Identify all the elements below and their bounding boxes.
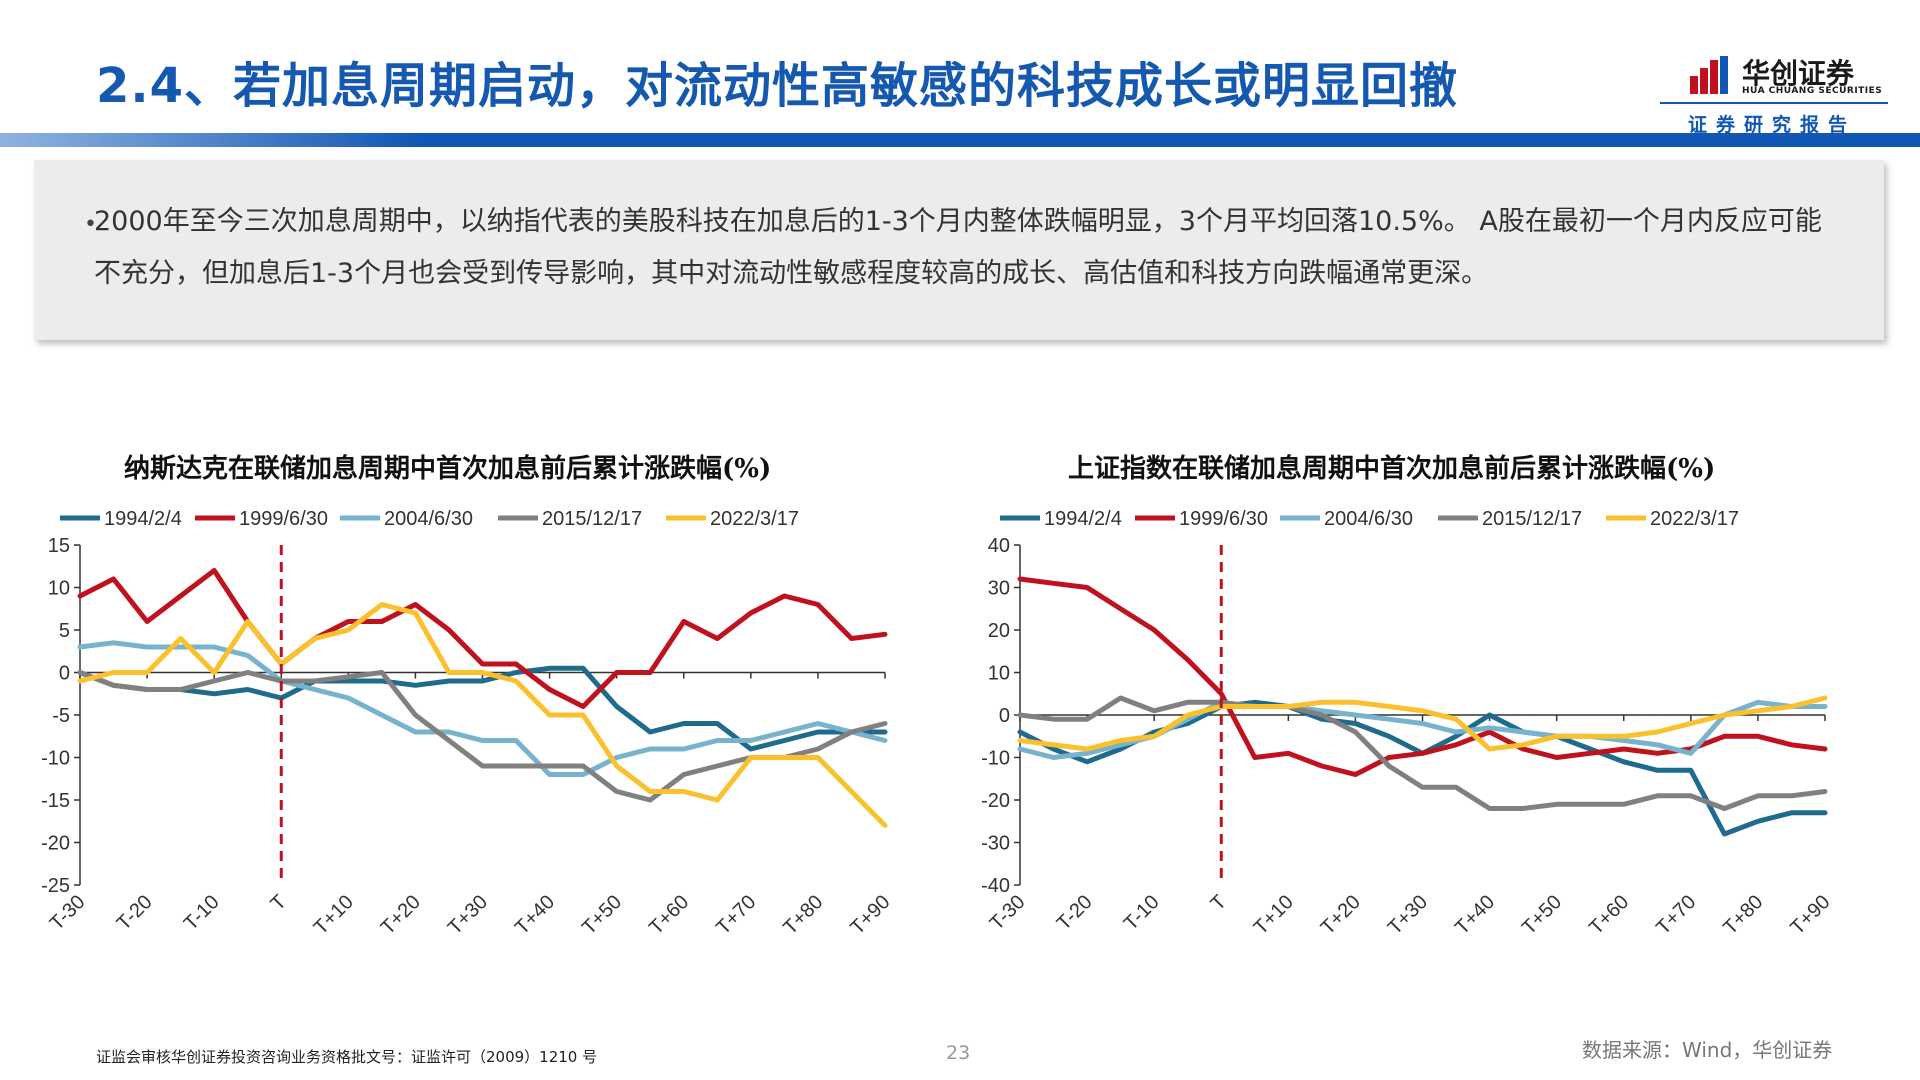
- x-tick-label: T+80: [1719, 891, 1767, 939]
- x-tick-label: T+10: [310, 891, 358, 939]
- legend-label-2022/3/17: 2022/3/17: [710, 508, 799, 530]
- series-line-1999/6/30: [77, 568, 888, 709]
- chart-sse: 1994/2/4 1999/6/30 2004/6/30 2015/12/17 2022…: [981, 508, 1834, 939]
- x-tick-label: T+80: [779, 891, 827, 939]
- x-tick-label: T+60: [1585, 891, 1633, 939]
- logo-mark-icon: [1690, 56, 1728, 94]
- brand-logo: 华创证券 HUA CHUANG SECURITIES: [1690, 52, 1882, 100]
- y-tick-label: -5: [52, 705, 70, 727]
- header-bar-gradient: [0, 133, 420, 147]
- y-tick-label: 30: [988, 578, 1010, 600]
- data-source: 数据来源：Wind，华创证券: [1582, 1038, 1833, 1062]
- y-tick-label: 40: [988, 535, 1010, 557]
- x-tick-label: T-30: [986, 891, 1030, 935]
- y-tick-label: 10: [988, 663, 1010, 685]
- page-title: 2.4、若加息周期启动，对流动性高敏感的科技成长或明显回撤: [96, 58, 1459, 114]
- y-tick-label: -40: [981, 875, 1010, 897]
- legend-label-1994/2/4: 1994/2/4: [1044, 508, 1122, 530]
- x-tick-label: T-10: [1120, 891, 1164, 935]
- y-tick-label: -20: [981, 790, 1010, 812]
- chart-title-nasdaq: 纳斯达克在联储加息周期中首次加息前后累计涨跌幅(%): [124, 454, 772, 484]
- logo-text-cn: 华创证券: [1742, 57, 1855, 90]
- series-line-1994/2/4: [77, 665, 888, 752]
- x-tick-label: T-20: [1053, 891, 1097, 935]
- series-line-2015/12/17: [1017, 695, 1828, 811]
- y-tick-label: -20: [41, 833, 70, 855]
- y-tick-label: 15: [48, 535, 70, 557]
- footer-license: 证监会审核华创证券投资咨询业务资格批文号：证监许可（2009）1210 号: [96, 1048, 598, 1066]
- x-tick-label: T+90: [1786, 891, 1834, 939]
- x-tick-label: T+50: [1518, 891, 1566, 939]
- chart-title-sse: 上证指数在联储加息周期中首次加息前后累计涨跌幅(%): [1068, 454, 1716, 484]
- summary-box: • 2000年至今三次加息周期中，以纳指代表的美股科技在加息后的1-3个月内整体…: [34, 160, 1884, 340]
- x-tick-label: T+60: [645, 891, 693, 939]
- legend-label-1999/6/30: 1999/6/30: [239, 508, 328, 530]
- y-tick-label: 0: [59, 663, 70, 685]
- header-bar: [0, 133, 1920, 147]
- logo-text-en: HUA CHUANG SECURITIES: [1742, 86, 1883, 96]
- x-tick-label: T+20: [1317, 891, 1365, 939]
- legend-label-1994/2/4: 1994/2/4: [104, 508, 182, 530]
- x-tick-label: T-10: [180, 891, 224, 935]
- y-tick-label: 10: [48, 578, 70, 600]
- legend-label-2004/6/30: 2004/6/30: [1324, 508, 1413, 530]
- report-tag: 证券研究报告: [1688, 114, 1857, 136]
- y-tick-label: 5: [59, 620, 70, 642]
- legend-label-2015/12/17: 2015/12/17: [542, 508, 642, 530]
- x-tick-label: T+40: [511, 891, 559, 939]
- legend-label-2004/6/30: 2004/6/30: [384, 508, 473, 530]
- logo-divider: [1660, 102, 1888, 104]
- bullet-icon: •: [84, 212, 97, 237]
- y-tick-label: -15: [41, 790, 70, 812]
- y-tick-label: -25: [41, 875, 70, 897]
- y-tick-label: -10: [981, 748, 1010, 770]
- series-line-2022/3/17: [1017, 695, 1828, 752]
- legend-label-2022/3/17: 2022/3/17: [1650, 508, 1739, 530]
- x-tick-label: T-20: [113, 891, 157, 935]
- x-tick-label: T+50: [578, 891, 626, 939]
- x-tick-label: T+10: [1250, 891, 1298, 939]
- x-tick-label: T+30: [444, 891, 492, 939]
- page-number: 23: [946, 1042, 971, 1064]
- x-tick-label: T+30: [1384, 891, 1432, 939]
- x-tick-label: T+70: [1652, 891, 1700, 939]
- x-tick-label: T+20: [377, 891, 425, 939]
- y-tick-label: 0: [999, 705, 1010, 727]
- x-tick-label: T-30: [46, 891, 90, 935]
- legend-label-2015/12/17: 2015/12/17: [1482, 508, 1582, 530]
- x-tick-label: T: [267, 891, 291, 915]
- x-tick-label: T+70: [712, 891, 760, 939]
- y-tick-label: -10: [41, 748, 70, 770]
- y-tick-label: 20: [988, 620, 1010, 642]
- x-tick-label: T: [1207, 891, 1231, 915]
- legend-label-1999/6/30: 1999/6/30: [1179, 508, 1268, 530]
- y-tick-label: -30: [981, 833, 1010, 855]
- series-line-2022/3/17: [77, 602, 888, 828]
- x-tick-label: T+90: [846, 891, 894, 939]
- series-line-2004/6/30: [77, 640, 888, 777]
- x-tick-label: T+40: [1451, 891, 1499, 939]
- summary-text: 2000年至今三次加息周期中，以纳指代表的美股科技在加息后的1-3个月内整体跌幅…: [94, 206, 1822, 289]
- chart-nasdaq: 1994/2/4 1999/6/30 2004/6/30 2015/12/17 2022…: [41, 508, 894, 939]
- series-line-1999/6/30: [1017, 576, 1828, 777]
